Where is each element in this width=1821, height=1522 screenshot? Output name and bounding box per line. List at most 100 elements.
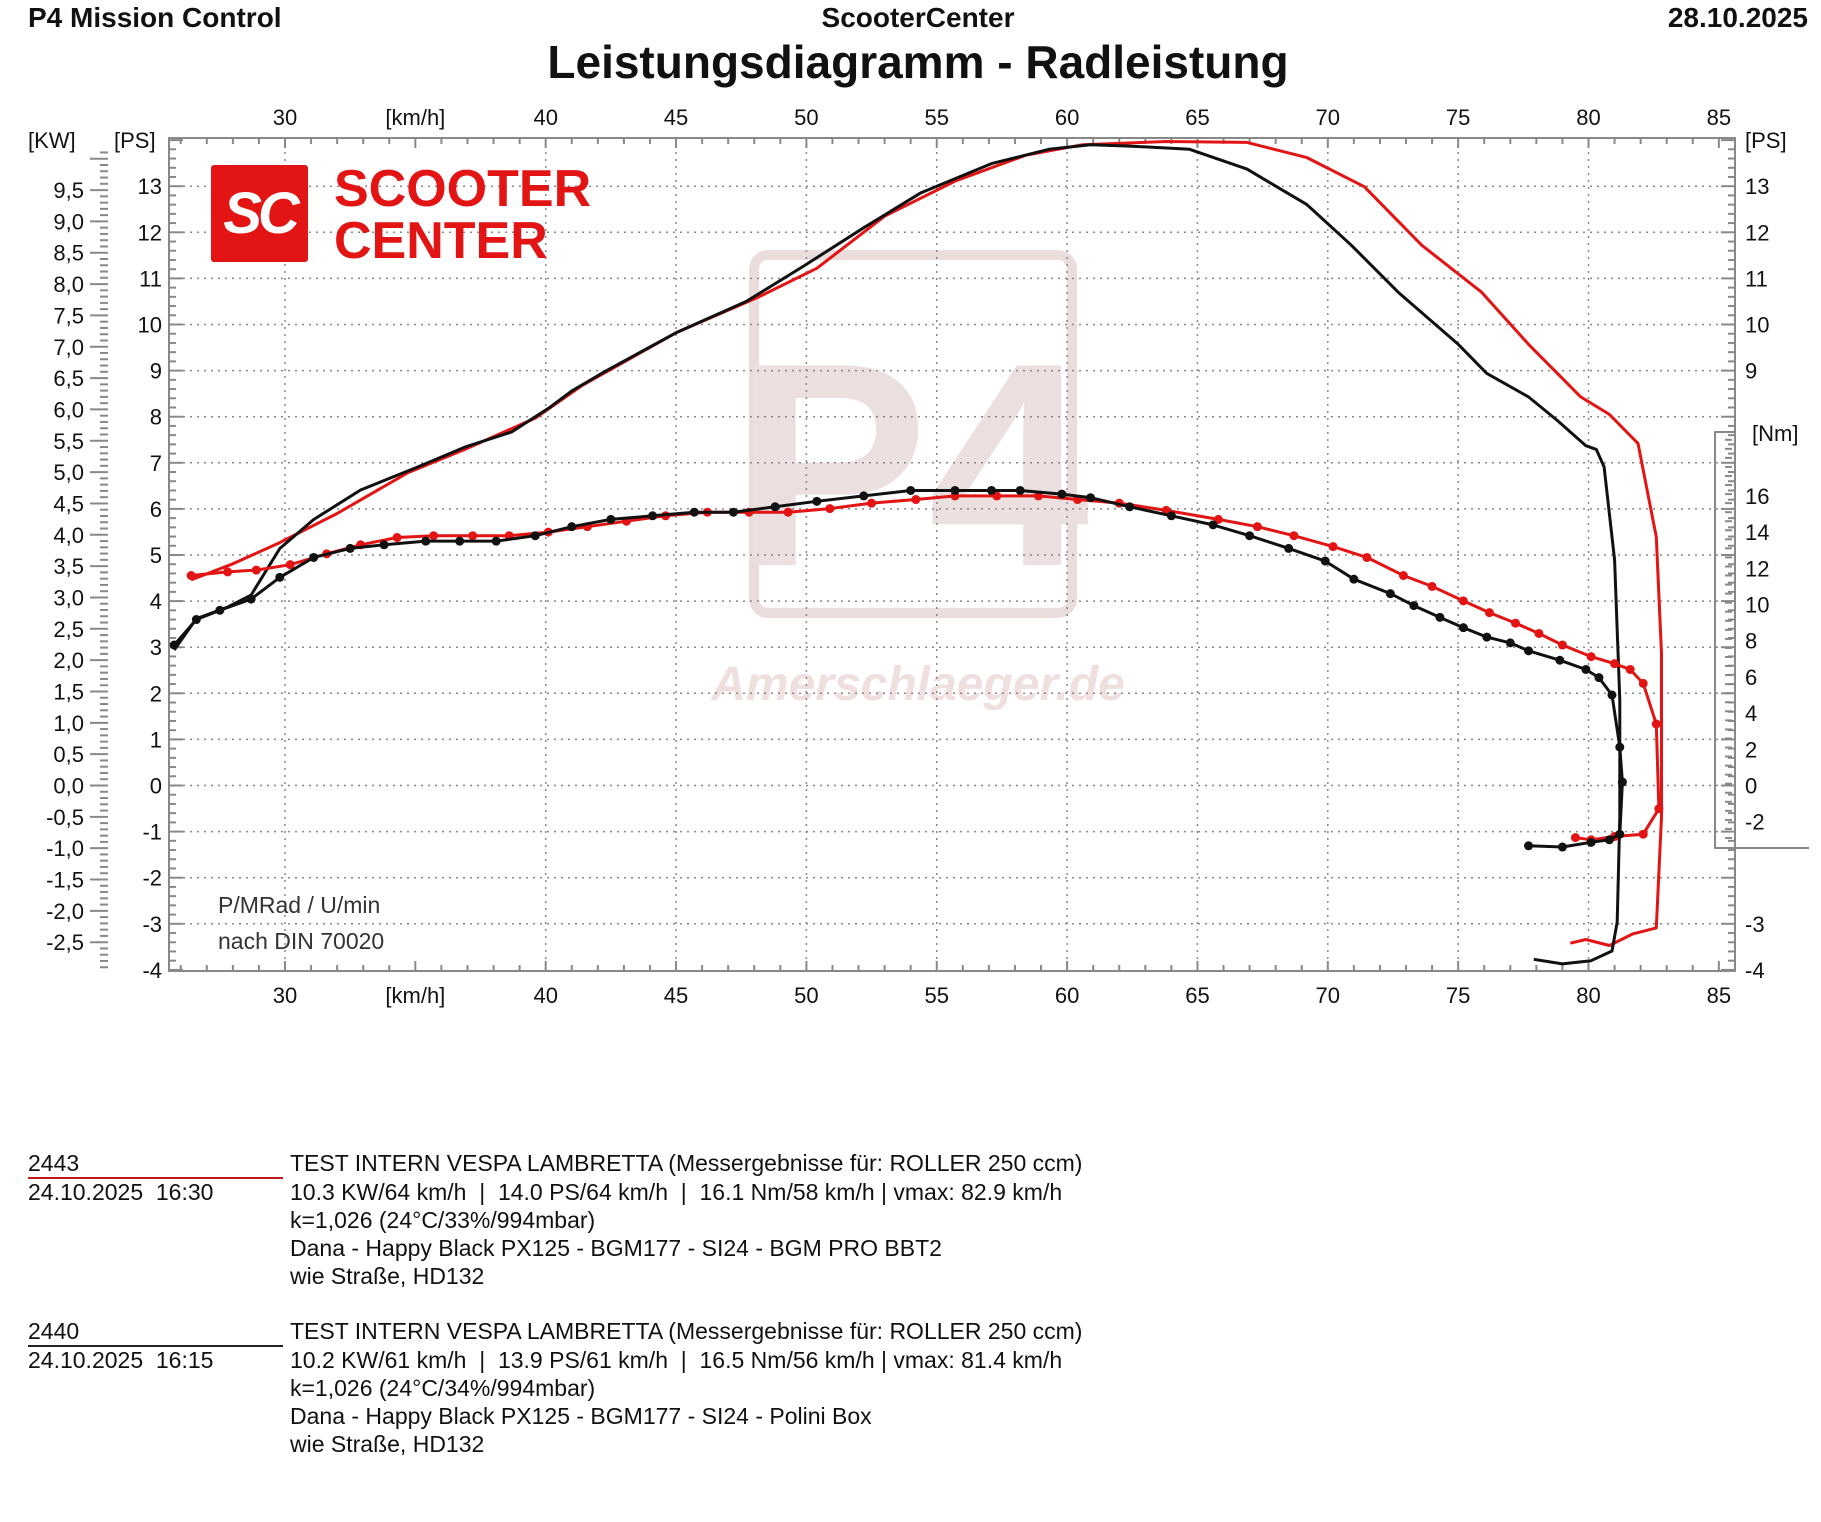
run-line: k=1,026 (24°C/33%/994mbar)	[290, 1207, 596, 1233]
ps-tick-label-right: 12	[1745, 220, 1769, 245]
ps-tick-label-right: 10	[1745, 313, 1769, 338]
torque-point-2440	[1166, 511, 1176, 521]
ps-tick-label-left: 6	[150, 497, 162, 522]
x-axis-label-top: [km/h]	[385, 105, 445, 130]
kw-tick-label: 3,5	[53, 554, 84, 579]
nm-axis-box	[1714, 431, 1809, 849]
ps-tick-label-left: 3	[150, 635, 162, 660]
ps-axis-label-right: [PS]	[1745, 128, 1787, 153]
torque-point-2443	[1362, 552, 1372, 562]
torque-point-2440	[455, 536, 465, 546]
run-line: Dana - Happy Black PX125 - BGM177 - SI24…	[290, 1403, 872, 1429]
ps-tick-label-left: 2	[150, 681, 162, 706]
torque-point-2440	[1615, 742, 1625, 752]
torque-point-2440	[1245, 531, 1255, 541]
torque-point-2440	[1208, 520, 1218, 530]
torque-point-2440	[606, 514, 616, 524]
kw-axis-label: [KW]	[28, 128, 76, 153]
x-tick-label-top: 50	[794, 105, 818, 130]
x-tick-label-bottom: 75	[1446, 983, 1470, 1008]
torque-point-2440	[770, 502, 780, 512]
kw-tick-label: 3,0	[53, 585, 84, 610]
torque-point-2440	[1604, 835, 1614, 845]
run-line: 10.2 KW/61 km/h | 13.9 PS/61 km/h | 16.5…	[290, 1347, 1063, 1373]
torque-point-2440	[986, 485, 996, 495]
torque-point-2443	[911, 495, 921, 505]
torque-point-2443	[1570, 833, 1580, 843]
kw-tick-label: 5,0	[53, 460, 84, 485]
torque-point-2440	[1615, 829, 1625, 839]
torque-point-2443	[1625, 664, 1635, 674]
torque-point-2440	[1594, 673, 1604, 683]
torque-point-2440	[1057, 489, 1067, 499]
torque-point-2440	[859, 491, 869, 501]
ps-tick-label-right: 9	[1745, 359, 1757, 384]
x-tick-label-top: 75	[1446, 105, 1470, 130]
torque-point-2443	[251, 565, 261, 575]
torque-point-2440	[191, 615, 201, 625]
run-line: wie Straße, HD132	[290, 1263, 485, 1289]
kw-tick-label: 1,0	[53, 711, 84, 736]
torque-point-2440	[1385, 589, 1395, 599]
x-tick-label-top: 55	[925, 105, 949, 130]
header-center: ScooterCenter	[821, 2, 1015, 33]
run-line: Dana - Happy Black PX125 - BGM177 - SI24…	[290, 1235, 942, 1261]
ps-tick-label-left: -2	[142, 866, 162, 891]
run-line: TEST INTERN VESPA LAMBRETTA (Messergebni…	[290, 1318, 1083, 1344]
torque-point-2443	[1427, 581, 1437, 591]
x-tick-label-bottom: 55	[925, 983, 949, 1008]
torque-point-2440	[275, 572, 285, 582]
x-tick-label-bottom: 30	[273, 983, 297, 1008]
torque-point-2440	[246, 594, 256, 604]
torque-point-2440	[1015, 485, 1025, 495]
torque-point-2440	[648, 511, 658, 521]
nm-tick-label: 12	[1745, 556, 1769, 581]
page-title: Leistungsdiagramm - Radleistung	[547, 36, 1289, 88]
torque-point-2440	[1581, 664, 1591, 674]
torque-point-2443	[1534, 628, 1544, 638]
run-datetime: 24.10.2025 16:15	[28, 1347, 214, 1373]
logo-line2: CENTER	[334, 212, 548, 270]
annotation-line2: nach DIN 70020	[218, 928, 385, 954]
x-tick-label-bottom: 50	[794, 983, 818, 1008]
run-underline	[28, 1177, 283, 1179]
ps-tick-label-right: -3	[1745, 912, 1765, 937]
ps-tick-label-right: 13	[1745, 174, 1769, 199]
torque-point-2443	[1610, 659, 1620, 669]
run-id: 2443	[28, 1150, 80, 1176]
nm-tick-label: 8	[1745, 629, 1757, 654]
torque-point-2440	[728, 507, 738, 517]
ps-tick-label-left: -4	[142, 958, 162, 983]
series-layer	[169, 140, 1664, 966]
kw-tick-label: -0,5	[46, 805, 84, 830]
run-id: 2440	[28, 1318, 80, 1344]
app-name: P4 Mission Control	[28, 2, 282, 33]
x-tick-label-top: 70	[1316, 105, 1340, 130]
torque-point-2440	[1349, 574, 1359, 584]
x-tick-label-bottom: 60	[1055, 983, 1079, 1008]
torque-point-2440	[345, 543, 355, 553]
torque-point-2440	[689, 507, 699, 517]
annotation-line1: P/MRad / U/min	[218, 892, 381, 918]
torque-point-2440	[950, 485, 960, 495]
torque-point-2443	[1328, 542, 1338, 552]
torque-point-2443	[223, 567, 233, 577]
torque-point-2440	[567, 522, 577, 532]
kw-tick-label: 9,5	[53, 178, 84, 203]
torque-point-2440	[1284, 543, 1294, 553]
ps-tick-label-left: 13	[138, 174, 162, 199]
torque-point-2440	[1482, 632, 1492, 642]
ps-tick-label-left: 11	[139, 266, 162, 291]
torque-point-2443	[429, 531, 439, 541]
kw-tick-label: 2,0	[53, 648, 84, 673]
torque-point-2443	[783, 507, 793, 517]
x-tick-label-bottom: 65	[1185, 983, 1209, 1008]
torque-point-2440	[1086, 493, 1096, 503]
run-line: TEST INTERN VESPA LAMBRETTA (Messergebni…	[290, 1150, 1083, 1176]
axis-labels: 3030404045455050555560606565707075758080…	[28, 105, 1798, 1008]
kw-tick-label: 8,5	[53, 241, 84, 266]
torque-point-2443	[1654, 804, 1664, 814]
ps-tick-label-left: 12	[138, 220, 162, 245]
x-tick-label-bottom: 80	[1576, 983, 1600, 1008]
